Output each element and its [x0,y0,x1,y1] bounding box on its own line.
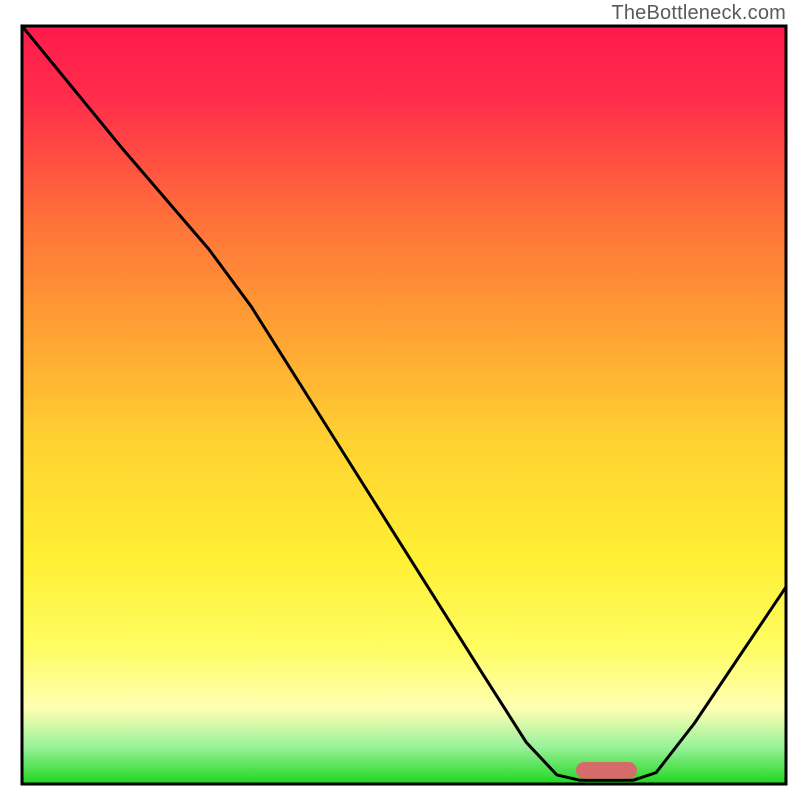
gradient-background [22,26,786,784]
chart-container: TheBottleneck.com [0,0,800,800]
optimal-marker [576,762,637,779]
bottleneck-chart [0,0,800,800]
watermark-text: TheBottleneck.com [611,2,786,25]
